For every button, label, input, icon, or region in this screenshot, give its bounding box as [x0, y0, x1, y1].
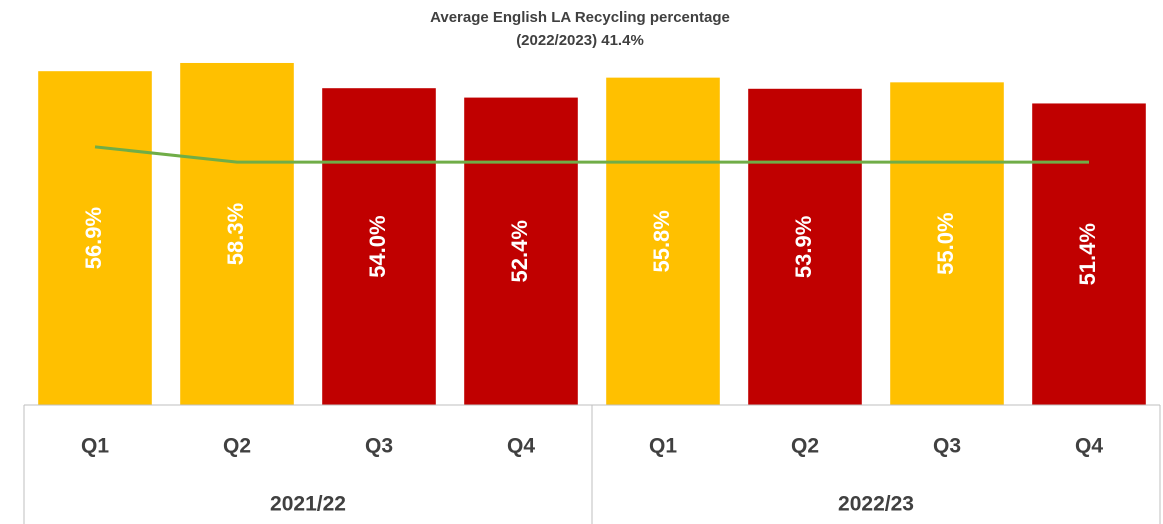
bar [606, 77, 720, 405]
bar [322, 88, 436, 405]
bar [1032, 103, 1146, 405]
data-label: 58.3% [223, 203, 248, 265]
x-tick-label: Q2 [223, 435, 251, 458]
data-label: 53.9% [791, 216, 816, 278]
x-tick-label: Q4 [507, 435, 535, 458]
x-tick-label: Q3 [933, 435, 961, 458]
bar [38, 71, 152, 405]
bar [464, 97, 578, 405]
data-label: 55.8% [649, 210, 674, 272]
group-label: 2022/23 [838, 493, 914, 516]
data-label: 52.4% [507, 220, 532, 282]
x-tick-label: Q1 [649, 435, 677, 458]
x-tick-label: Q4 [1075, 435, 1103, 458]
target-line [94, 145, 1089, 164]
x-tick-label: Q2 [791, 435, 819, 458]
bar [748, 88, 862, 405]
group-label: 2021/22 [270, 493, 346, 516]
x-tick-label: Q3 [365, 435, 393, 458]
data-label: 56.9% [81, 207, 106, 269]
data-label: 51.4% [1075, 223, 1100, 285]
data-label: 55.0% [933, 212, 958, 274]
data-label: 54.0% [365, 215, 390, 277]
bar [890, 82, 1004, 405]
bar [180, 62, 294, 406]
chart-subtitle: (2022/2023) 41.4% [516, 32, 644, 49]
x-tick-label: Q1 [81, 435, 109, 458]
chart-title: Average English LA Recycling percentage [430, 9, 730, 26]
